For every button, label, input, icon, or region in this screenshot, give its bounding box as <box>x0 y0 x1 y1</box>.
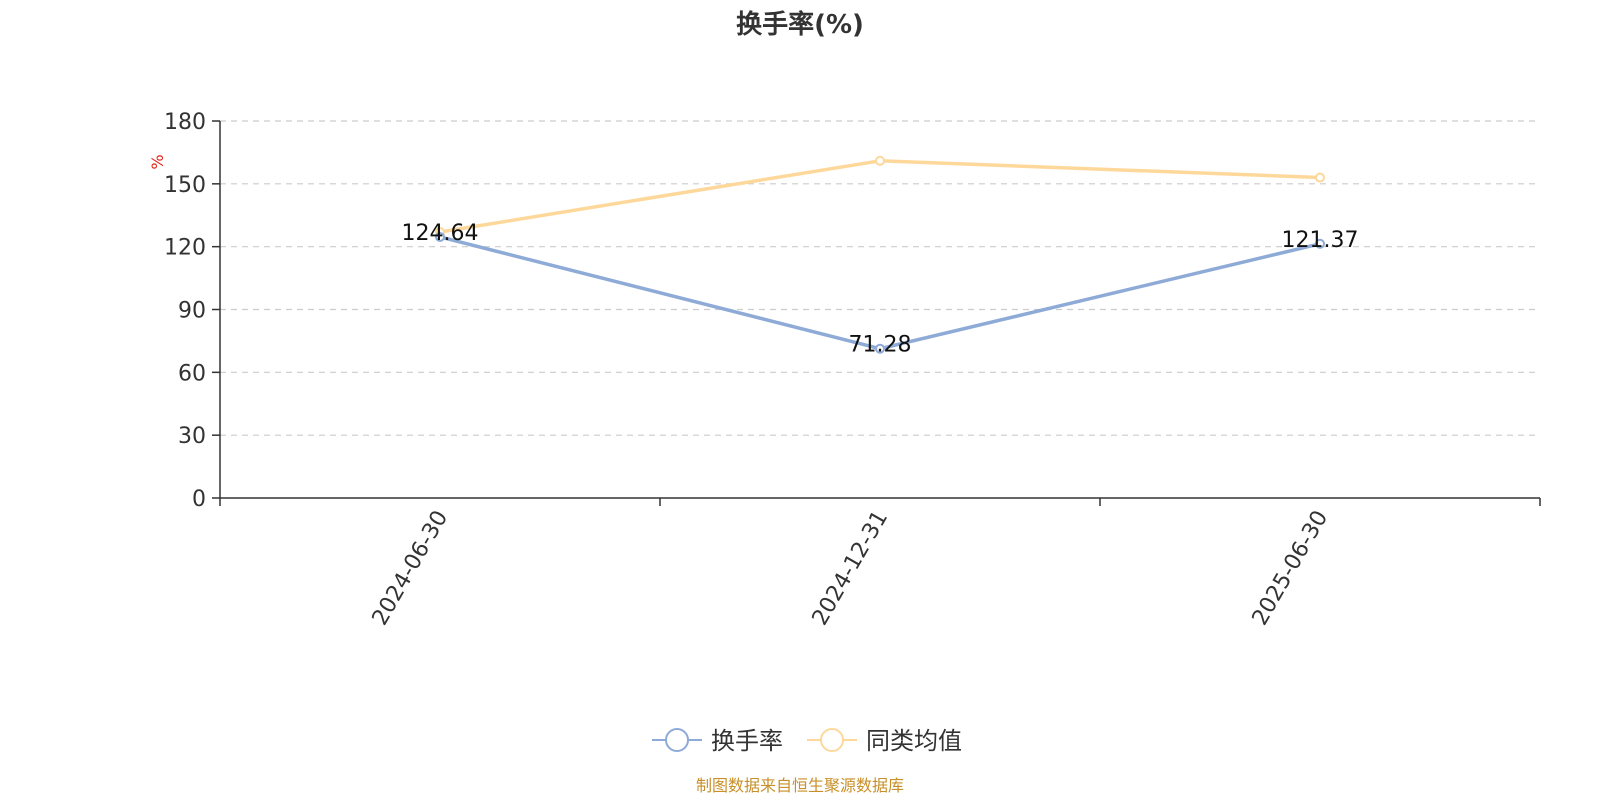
x-tick-label: 2025-06-30 <box>1248 507 1334 630</box>
y-axis-unit: % <box>148 154 167 169</box>
chart-title: 换手率(%) <box>736 9 864 40</box>
y-tick-label: 90 <box>178 299 206 324</box>
data-label: 71.28 <box>849 333 912 358</box>
y-tick-label: 120 <box>164 236 206 261</box>
y-tick-label: 150 <box>164 173 206 198</box>
series-point <box>1315 172 1325 183</box>
data-label: 121.37 <box>1282 228 1359 253</box>
x-tick-label: 2024-06-30 <box>368 507 454 630</box>
series-line-2 <box>439 159 1321 234</box>
y-tick-label: 30 <box>178 424 206 449</box>
series-point <box>875 155 885 166</box>
series-point <box>875 343 885 354</box>
x-tick-label: 2024-12-31 <box>808 507 894 630</box>
legend-marker <box>820 728 844 752</box>
data-label: 124.64 <box>402 221 479 246</box>
data-labels: 124.64 71.28 121.37 <box>402 221 1359 358</box>
axes <box>212 120 1541 506</box>
y-tick-labels: 0 30 60 90 120 150 180 <box>164 110 206 512</box>
gridlines <box>220 120 1540 436</box>
legend-marker <box>665 728 689 752</box>
x-tick-labels: 2024-06-30 2024-12-31 2025-06-30 <box>368 507 1334 630</box>
y-tick-label: 180 <box>164 110 206 135</box>
y-tick-label: 60 <box>178 361 206 386</box>
series-point <box>435 231 445 242</box>
source-note: 制图数据来自恒生聚源数据库 <box>696 776 904 795</box>
legend: 换手率 同类均值 <box>652 727 962 755</box>
legend-label: 同类均值 <box>866 727 962 755</box>
y-tick-label: 0 <box>192 487 206 512</box>
legend-label: 换手率 <box>711 727 783 755</box>
series-lines <box>435 155 1325 354</box>
series-point <box>1315 238 1325 249</box>
